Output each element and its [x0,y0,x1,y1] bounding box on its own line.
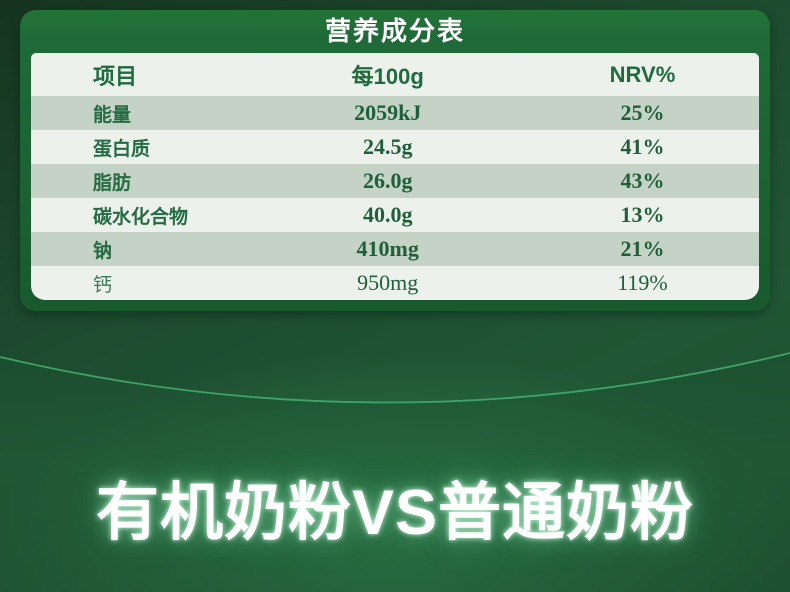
per-100g-value: 950mg [357,270,419,295]
table-row-sodium: 钠 410mg 21% [31,232,759,266]
nutrition-facts-card: 营养成分表 项目 每100g NRV% 能量 2059kJ 25% 蛋白质 24… [20,10,770,311]
nutrient-name: 钙 [93,274,113,296]
table-row-protein: 蛋白质 24.5g 41% [31,130,759,164]
per-100g-value: 2059kJ [354,100,422,125]
per-100g-value: 24.5g [362,134,413,159]
table-row-calcium: 钙 950mg 119% [31,266,759,300]
column-header-item: 项目 [93,63,138,89]
banner-title: 有机奶粉VS普通奶粉 [95,478,695,548]
table-header-row: 项目 每100g NRV% [31,53,759,96]
nutrient-name: 蛋白质 [93,138,151,160]
nutrient-name: 钠 [93,240,113,262]
per-100g-value: 40.0g [362,202,413,227]
table-row-energy: 能量 2059kJ 25% [31,96,759,130]
arc-divider [0,352,790,592]
table-row-carbohydrate: 碳水化合物 40.0g 13% [31,198,759,232]
nutrient-name: 碳水化合物 [93,206,189,228]
nutrient-name: 脂肪 [93,172,132,194]
nutrient-name: 能量 [93,104,132,126]
nrv-value: 41% [620,134,665,159]
nrv-value: 119% [617,270,668,295]
nutrition-card-title: 营养成分表 [324,16,465,46]
nutrition-table: 项目 每100g NRV% 能量 2059kJ 25% 蛋白质 24.5g 41… [31,53,759,300]
table-row-fat: 脂肪 26.0g 43% [31,164,759,198]
nrv-value: 25% [620,100,665,125]
nrv-value: 43% [620,168,665,193]
column-header-per100g: 每100g [351,63,424,89]
per-100g-value: 26.0g [362,168,413,193]
per-100g-value: 410mg [356,236,419,261]
column-header-nrv: NRV% [609,61,676,87]
nrv-value: 13% [620,202,665,227]
nrv-value: 21% [620,236,665,261]
